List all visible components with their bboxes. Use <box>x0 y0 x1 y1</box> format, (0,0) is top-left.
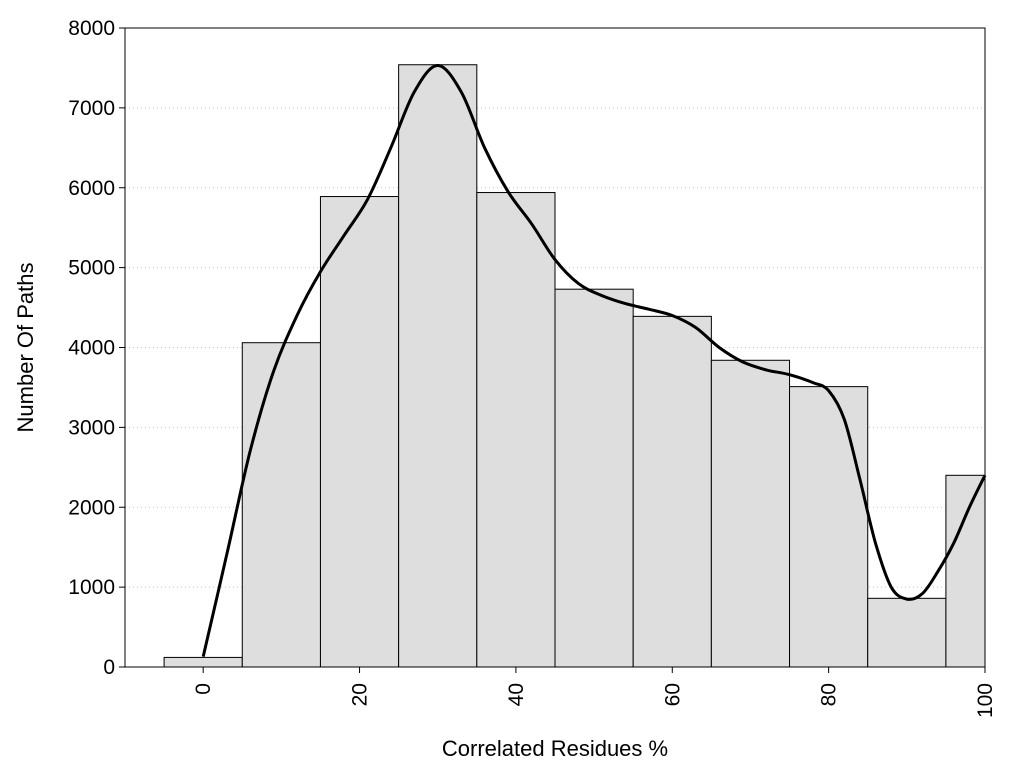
y-tick-label: 2000 <box>68 496 115 519</box>
bars <box>163 64 986 668</box>
bar <box>789 386 869 668</box>
y-tick-label: 4000 <box>68 337 115 360</box>
bar <box>710 359 791 668</box>
bar <box>867 597 947 668</box>
x-tick-label: 100 <box>974 683 997 718</box>
y-tick-label: 7000 <box>68 97 115 120</box>
x-tick-label: 60 <box>661 683 684 706</box>
bar <box>476 192 556 668</box>
x-axis-label: Correlated Residues % <box>442 736 668 761</box>
bar <box>319 196 400 668</box>
bar <box>554 288 634 668</box>
y-tick-label: 8000 <box>68 17 115 40</box>
y-tick-label: 5000 <box>68 257 115 280</box>
y-axis-label: Number Of Paths <box>13 263 38 433</box>
x-tick-label: 0 <box>192 683 215 695</box>
x-axis-ticks: 0 20 40 60 80 100 <box>192 667 997 718</box>
bar <box>945 474 986 668</box>
density-curve <box>201 64 987 657</box>
y-axis-ticks: 0 1000 2000 3000 4000 5000 6000 7000 8000 <box>68 17 125 679</box>
y-tick-label: 1000 <box>68 576 115 599</box>
bar <box>398 64 478 668</box>
x-tick-label: 40 <box>505 683 528 706</box>
y-tick-label: 0 <box>103 656 115 679</box>
y-tick-label: 6000 <box>68 177 115 200</box>
y-tick-label: 3000 <box>68 416 115 439</box>
x-tick-label: 80 <box>818 683 841 706</box>
x-tick-label: 20 <box>349 683 372 706</box>
bar <box>163 656 243 668</box>
bar <box>241 342 321 668</box>
bar <box>632 315 712 668</box>
